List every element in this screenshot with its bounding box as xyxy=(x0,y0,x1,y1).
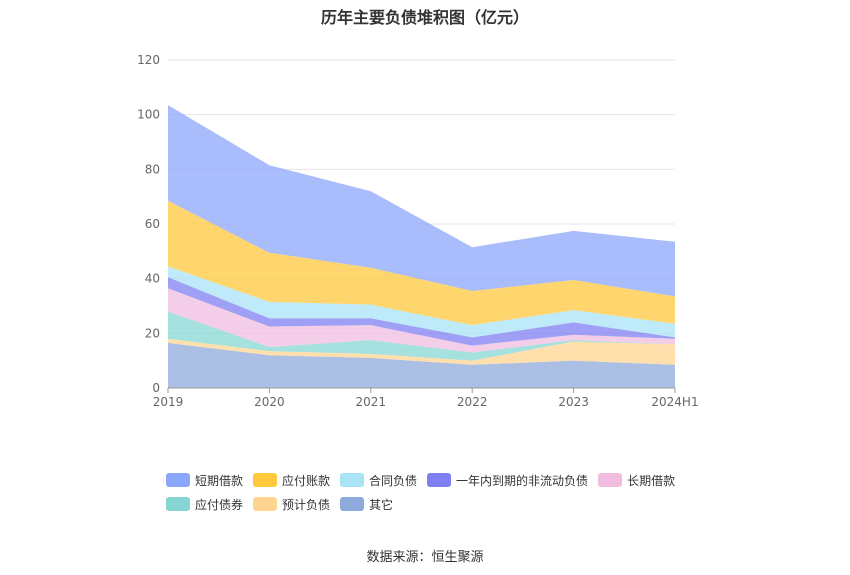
legend-swatch xyxy=(340,497,365,511)
area-series-3 xyxy=(168,288,675,353)
area-series xyxy=(168,105,675,388)
legend-swatch xyxy=(598,473,623,487)
y-tick-label: 100 xyxy=(137,108,160,122)
data-source: 数据来源：恒生聚源 xyxy=(366,550,484,565)
legend-label: 应付账款 xyxy=(282,473,331,488)
y-tick-label: 40 xyxy=(145,272,160,286)
legend-item[interactable]: 预计负债 xyxy=(253,496,330,512)
legend-swatch xyxy=(427,473,452,487)
legend-swatch xyxy=(166,497,190,511)
x-tick-label: 2022 xyxy=(457,395,488,409)
legend-item[interactable]: 应付债券 xyxy=(166,496,243,512)
legend-swatch xyxy=(166,473,190,487)
y-tick-label: 20 xyxy=(145,326,160,340)
y-tick-label: 60 xyxy=(145,217,160,231)
legend-swatch xyxy=(253,473,278,487)
legend-item[interactable]: 长期借款 xyxy=(598,472,675,488)
legend-label: 应付债券 xyxy=(195,497,244,512)
stacked-area-chart: 0 20 40 60 80 100 120 2019 2020 2021 2022 2023 2024H… xyxy=(137,53,699,409)
axes: 0 20 40 60 80 100 120 2019 2020 2021 2022 2023 2024H… xyxy=(137,53,699,409)
x-tick-label: 2020 xyxy=(254,395,285,409)
area-series-0 xyxy=(168,342,675,388)
y-tick-label: 80 xyxy=(145,162,160,176)
legend-label: 预计负债 xyxy=(282,497,331,512)
x-tick-label: 2019 xyxy=(153,395,184,409)
x-tick-label: 2024H1 xyxy=(651,395,698,409)
area-series-7 xyxy=(168,105,675,297)
area-series-6 xyxy=(168,200,675,326)
legend-item[interactable]: 短期借款 xyxy=(166,472,243,488)
x-tick-label: 2023 xyxy=(558,395,589,409)
legend-item[interactable]: 合同负债 xyxy=(340,472,417,488)
legend-item[interactable]: 一年内到期的非流动负债 xyxy=(427,472,588,488)
legend-swatch xyxy=(340,473,365,487)
area-series-5 xyxy=(168,266,675,338)
y-tick-label: 0 xyxy=(152,381,160,395)
legend-item[interactable]: 应付账款 xyxy=(253,472,330,488)
chart-legend: 短期借款 应付账款 合同负债 一年内到期的非流动负债 长期借款应付债券 预计负债 其它 xyxy=(166,472,726,520)
x-tick-label: 2021 xyxy=(356,395,387,409)
legend-label: 其它 xyxy=(369,497,394,512)
area-series-4 xyxy=(168,277,675,346)
legend-item[interactable]: 其它 xyxy=(340,496,393,512)
area-series-2 xyxy=(168,311,675,361)
chart-title: 历年主要负债堆积图（亿元） xyxy=(320,8,529,27)
legend-label: 合同负债 xyxy=(369,473,418,488)
area-series-1 xyxy=(168,338,675,365)
y-tick-label: 120 xyxy=(137,53,160,67)
legend-label: 长期借款 xyxy=(627,473,676,488)
legend-label: 一年内到期的非流动负债 xyxy=(456,473,589,488)
legend-label: 短期借款 xyxy=(195,473,244,488)
legend-swatch xyxy=(253,497,278,511)
